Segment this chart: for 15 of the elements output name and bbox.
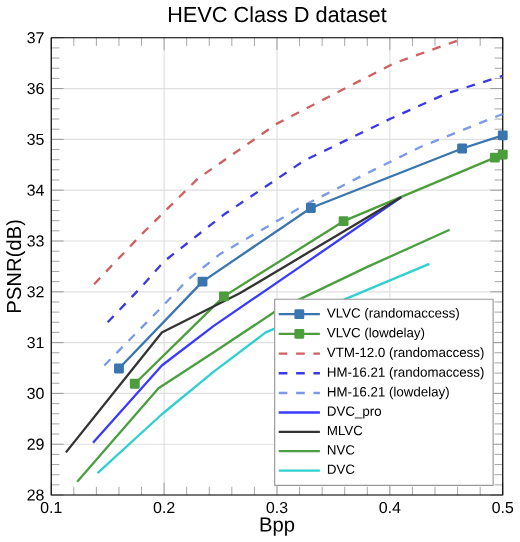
line-series (106, 74, 503, 324)
point (497, 149, 508, 160)
x-axis-title: Bpp (260, 517, 295, 536)
point (129, 378, 140, 389)
point (457, 143, 467, 154)
point (497, 130, 508, 141)
point (338, 216, 349, 227)
point (197, 276, 208, 287)
point (114, 363, 124, 374)
line-series (92, 37, 467, 286)
chart-title: HEVC Class D dataset (168, 6, 387, 23)
point (218, 291, 229, 302)
y-axis-title: PSNR(dB) (6, 220, 26, 312)
point (305, 203, 316, 213)
point (489, 152, 500, 163)
